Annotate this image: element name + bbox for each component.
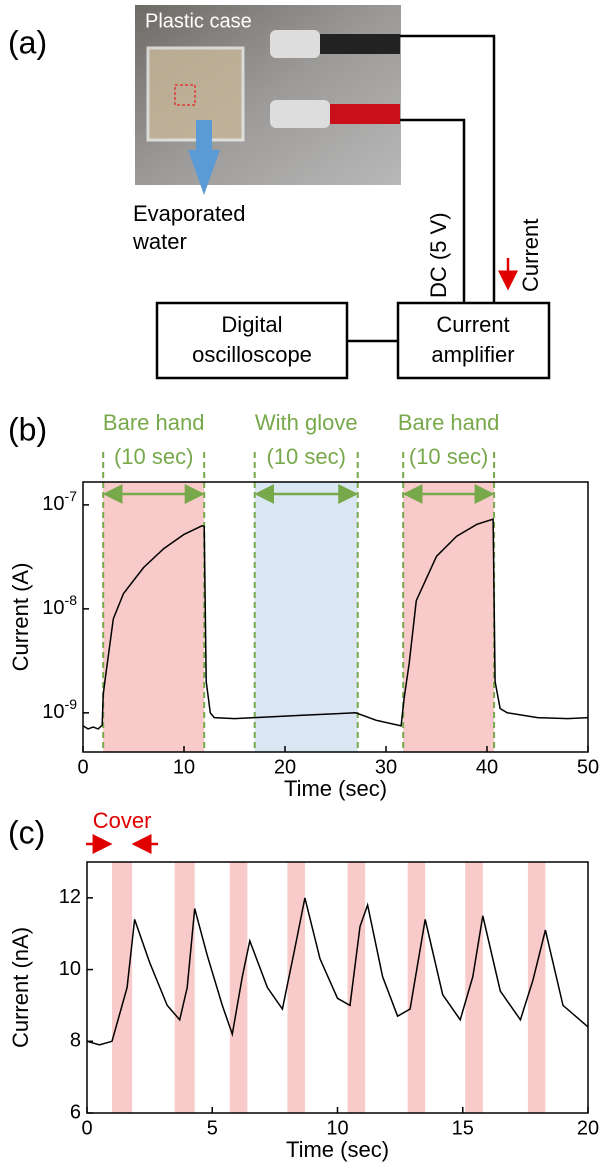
x-tick-label: 10: [173, 756, 195, 778]
region: [407, 862, 426, 1113]
x-tick-label: 15: [452, 1117, 474, 1139]
x-tick-label: 40: [476, 756, 498, 778]
y-tick-label: 8: [70, 1030, 81, 1052]
case: [146, 46, 245, 142]
region: [465, 862, 483, 1113]
cable: [320, 34, 400, 54]
region: [112, 862, 133, 1113]
x-tick-label: 30: [375, 756, 397, 778]
wire: [400, 118, 466, 303]
oscilloscope-box: [155, 301, 349, 380]
data-line: [86, 897, 589, 1046]
water-arrow: [188, 120, 220, 195]
region-label: With glove: [255, 410, 358, 435]
plot-frame: [82, 481, 589, 753]
region: [403, 482, 495, 752]
x-tick-label: 0: [77, 756, 88, 778]
x-tick-label: 5: [207, 1117, 218, 1139]
x-tick-label: 20: [577, 1117, 599, 1139]
region-label: Bare hand: [398, 410, 500, 435]
region: [229, 862, 248, 1113]
x-tick-label: 10: [326, 1117, 348, 1139]
sample: [174, 84, 196, 106]
region-label: (10 sec): [114, 444, 193, 469]
region: [254, 482, 358, 752]
box-label: oscilloscope: [192, 342, 312, 367]
connector: [270, 100, 330, 128]
box-label: Digital: [221, 312, 282, 337]
y-tick-label: 10: [59, 958, 81, 980]
water-label: water: [132, 229, 187, 254]
y-tick-label: 10-9: [42, 696, 77, 724]
region: [174, 862, 195, 1113]
photo-label: Plastic case: [145, 10, 252, 32]
plot-frame: [86, 861, 589, 1114]
region: [287, 862, 305, 1113]
amplifier-box: [396, 301, 551, 380]
panel-label: (c): [8, 814, 45, 850]
x-tick-label: 50: [577, 756, 599, 778]
dc-label: DC (5 V): [426, 212, 451, 298]
y-axis-title: Current (nA): [8, 927, 33, 1048]
x-axis-title: Time (sec): [286, 1137, 389, 1162]
current-label: Current: [518, 219, 543, 292]
region-label: (10 sec): [266, 444, 345, 469]
x-tick-label: 0: [81, 1117, 92, 1139]
x-axis-title: Time (sec): [284, 776, 387, 801]
data-line: [82, 518, 589, 730]
panel-label: (a): [8, 24, 47, 60]
panel-label: (b): [8, 411, 47, 447]
region-label: (10 sec): [409, 444, 488, 469]
region-label: Bare hand: [103, 410, 205, 435]
box-label: Current: [436, 312, 509, 337]
water-label: Evaporated: [133, 201, 246, 226]
y-tick-label: 6: [70, 1101, 81, 1123]
region: [103, 482, 205, 752]
cable: [330, 104, 400, 124]
box-label: amplifier: [431, 342, 514, 367]
y-tick-label: 10-8: [42, 592, 77, 620]
y-tick-label: 12: [59, 886, 81, 908]
wire: [400, 34, 496, 303]
region: [347, 862, 366, 1113]
y-axis-title: Current (A): [8, 563, 33, 672]
y-tick-label: 10-7: [42, 488, 77, 516]
cover-label: Cover: [93, 808, 152, 833]
connector: [270, 30, 320, 58]
region: [527, 862, 546, 1113]
x-tick-label: 20: [274, 756, 296, 778]
